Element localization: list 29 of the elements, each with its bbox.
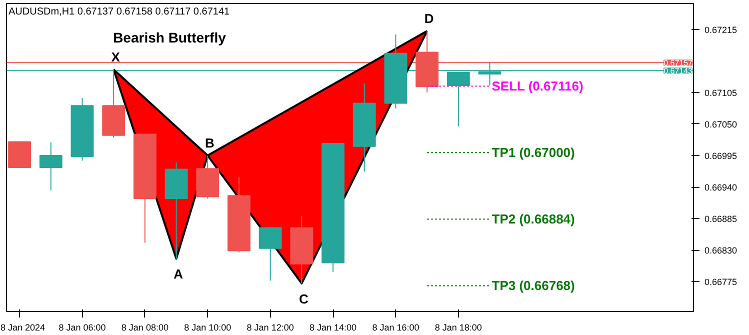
x-tick-label: 8 Jan 10:00 [184, 322, 232, 332]
annotation: C [298, 291, 309, 306]
y-tick-label: 0.66775 [704, 277, 738, 288]
series-label: TP3 (0.66768) [492, 278, 575, 294]
series-label: TP2 (0.66884) [492, 212, 575, 227]
annotation: D [424, 11, 434, 26]
x-tick-label: 8 Jan 2024 [0, 322, 46, 332]
annotation: A [174, 266, 184, 282]
y-tick-label: 0.66830 [704, 246, 738, 256]
y-tick-label: 0.66995 [704, 150, 738, 161]
series-label: TP1 (0.67000) [492, 145, 575, 160]
x-tick-label: 8 Jan 18:00 [434, 322, 482, 332]
x-tick-label: 8 Jan 12:00 [246, 322, 294, 332]
x-tick-label: 8 Jan 06:00 [58, 322, 106, 332]
y-tick-label: 0.66885 [704, 214, 738, 224]
series-label: SELL (0.67116) [492, 78, 584, 94]
y-tick-label: 0.66940 [704, 182, 738, 193]
ref-line-label: 0.67143 [664, 66, 694, 76]
annotation: B [204, 135, 214, 150]
x-tick-label: 8 Jan 16:00 [372, 322, 420, 332]
y-tick-label: 0.67105 [704, 88, 738, 98]
x-tick-label: 8 Jan 08:00 [121, 322, 168, 332]
annotation: AUDUSDm,H1 0.67137 0.67158 0.67117 0.67141 [8, 6, 230, 18]
text: Bearish Butterfly [113, 30, 226, 46]
annotation: X [111, 49, 120, 64]
x-tick-label: 8 Jan 14:00 [310, 322, 357, 332]
y-tick-label: 0.67050 [704, 119, 738, 130]
ref-line-label: 0.67157 [664, 58, 694, 68]
y-tick-label: 0.67215 [704, 24, 738, 35]
